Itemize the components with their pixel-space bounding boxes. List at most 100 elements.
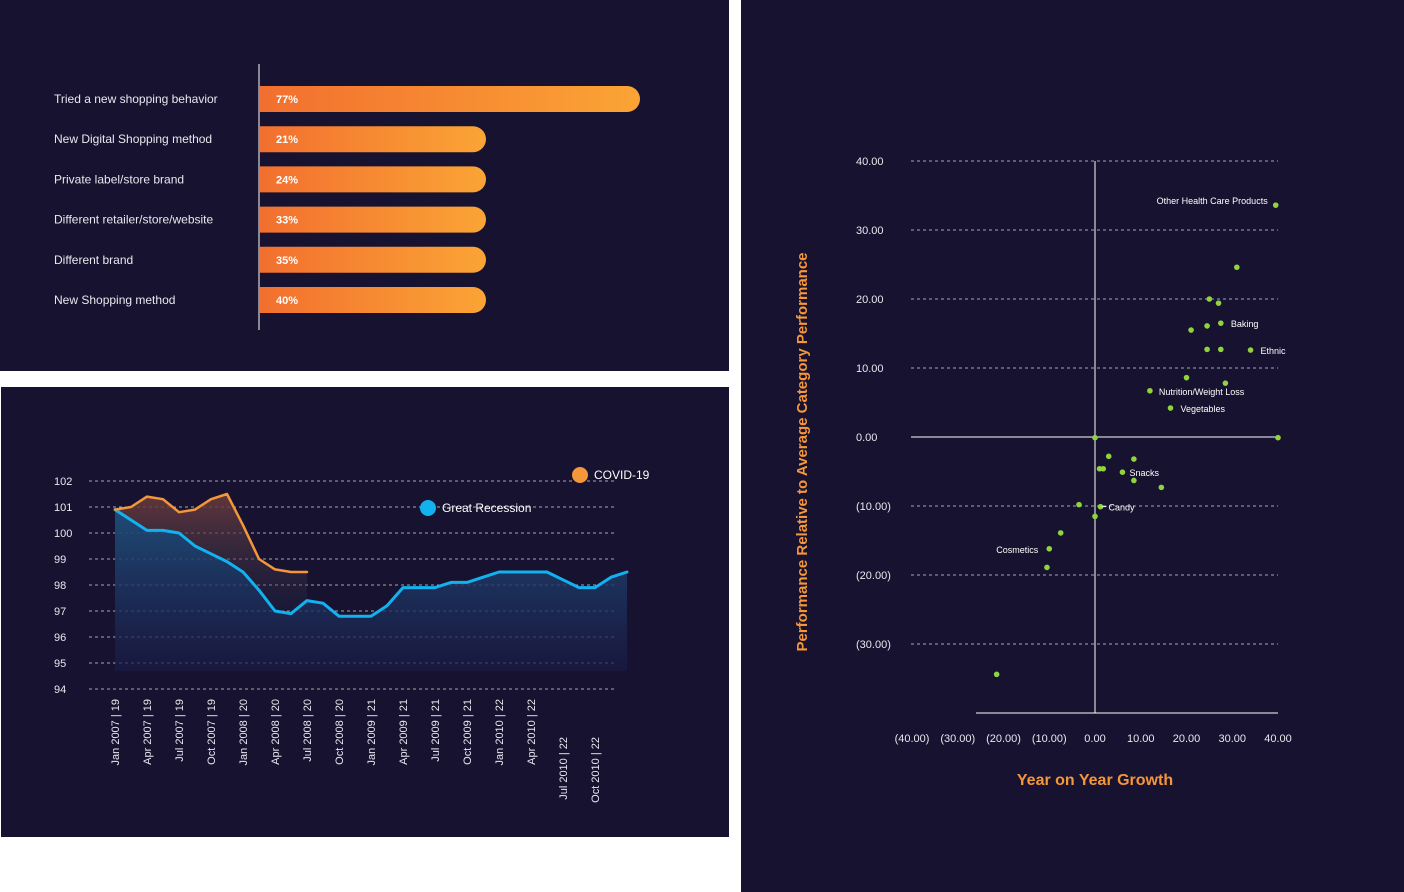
scatter-point-label: Baking xyxy=(1231,319,1259,329)
line-y-tick-label: 100 xyxy=(54,528,72,540)
line-x-tick-label: Apr 2007 | 19 xyxy=(142,699,154,765)
line-x-tick-label: Jul 2010 | 22 xyxy=(558,737,570,800)
bar-category-label: New Shopping method xyxy=(54,293,175,307)
bar-value-label: 77% xyxy=(276,94,298,106)
scatter-point-label: Cosmetics xyxy=(996,545,1039,555)
scatter-point xyxy=(1057,530,1064,536)
scatter-point xyxy=(1097,503,1104,510)
scatter-point-label: Vegetables xyxy=(1180,404,1225,414)
great-recession-area xyxy=(115,509,627,671)
line-x-tick-label: Apr 2010 | 22 xyxy=(526,699,538,765)
line-y-tick-label: 101 xyxy=(54,502,72,514)
line-x-tick-label: Apr 2008 | 20 xyxy=(270,699,282,765)
scatter-y-tick-label: 20.00 xyxy=(856,294,884,306)
scatter-x-tick-label: 0.00 xyxy=(1084,733,1105,745)
scatter-point xyxy=(1183,374,1190,381)
bar-value-label: 40% xyxy=(276,295,298,307)
line-y-tick-label: 96 xyxy=(54,632,66,644)
line-x-tick-label: Jan 2009 | 21 xyxy=(366,699,378,765)
scatter-point xyxy=(993,671,1000,678)
scatter-x-tick-label: (20.00) xyxy=(986,733,1021,745)
line-x-tick-label: Oct 2010 | 22 xyxy=(590,737,602,803)
bar-category-label: Different brand xyxy=(54,253,133,267)
line-y-tick-label: 94 xyxy=(54,684,66,696)
scatter-x-tick-label: (30.00) xyxy=(940,733,975,745)
scatter-point xyxy=(1131,456,1137,462)
great-recession-line xyxy=(113,508,629,618)
line-x-tick-label: Jan 2010 | 22 xyxy=(494,699,506,765)
bar-category-label: Different retailer/store/website xyxy=(54,213,214,227)
scatter-point xyxy=(1100,465,1107,472)
scatter-x-tick-label: (40.00) xyxy=(895,733,930,745)
scatter-point xyxy=(1204,323,1210,329)
bar xyxy=(259,166,487,193)
scatter-point xyxy=(1275,434,1281,441)
line-y-tick-label: 98 xyxy=(54,580,66,592)
scatter-x-tick-label: 20.00 xyxy=(1173,733,1201,745)
line-x-tick-label: Jul 2009 | 21 xyxy=(430,699,442,762)
scatter-point xyxy=(1076,501,1082,508)
line-chart-panel: 102 101 100 99 98 97 96 95 94 Jan 2007 | 19 Apr 20… xyxy=(1,387,729,837)
line-x-tick-label: Jan 2007 | 19 xyxy=(110,699,122,765)
scatter-x-axis-title: Year on Year Growth xyxy=(1017,772,1173,789)
scatter-point xyxy=(1218,320,1224,326)
line-y-tick-label: 99 xyxy=(54,554,66,566)
line-x-tick-label: Jul 2007 | 19 xyxy=(174,699,186,762)
line-y-tick-label: 97 xyxy=(54,606,66,618)
scatter-point-label: Candy xyxy=(1108,503,1135,513)
legend-label-covid: COVID-19 xyxy=(594,468,650,482)
scatter-point xyxy=(1092,513,1098,520)
bar xyxy=(259,86,640,112)
line-x-tick-label: Oct 2007 | 19 xyxy=(206,699,218,765)
scatter-y-tick-label: (10.00) xyxy=(856,501,891,513)
line-x-tick-label: Jan 2008 | 20 xyxy=(238,699,250,765)
bar-value-label: 33% xyxy=(276,215,298,227)
scatter-point xyxy=(1167,405,1174,411)
scatter-x-tick-label: 10.00 xyxy=(1127,733,1155,745)
scatter-point xyxy=(1119,469,1126,475)
bar xyxy=(259,246,486,273)
line-x-tick-label: Oct 2009 | 21 xyxy=(462,699,474,765)
scatter-point-label: Other Health Care Products xyxy=(1157,196,1269,206)
scatter-point xyxy=(1046,545,1053,552)
legend-marker-great-recession xyxy=(420,500,436,516)
line-x-tick-label: Jul 2008 | 20 xyxy=(302,699,314,762)
scatter-point xyxy=(1188,327,1194,333)
scatter-y-tick-label: 30.00 xyxy=(856,225,884,237)
scatter-point xyxy=(1044,564,1050,571)
line-chart: 102 101 100 99 98 97 96 95 94 Jan 2007 | 19 Apr 20… xyxy=(54,467,650,803)
scatter-chart: 40.00 30.00 20.00 10.00 0.00 (10.00) (20.00) (3… xyxy=(794,156,1292,789)
line-y-tick-label: 102 xyxy=(54,476,72,488)
line-y-tick-label: 95 xyxy=(54,658,66,670)
scatter-point-label: Snacks xyxy=(1129,468,1159,478)
scatter-point xyxy=(1272,202,1279,208)
scatter-point xyxy=(1158,484,1165,491)
bar xyxy=(259,126,487,153)
legend-marker-covid xyxy=(572,467,588,483)
line-x-tick-label: Oct 2008 | 20 xyxy=(334,699,346,765)
scatter-x-tick-label: (10.00) xyxy=(1032,733,1067,745)
scatter-point xyxy=(1215,300,1222,306)
scatter-point xyxy=(1206,296,1213,302)
scatter-point xyxy=(1222,380,1229,386)
scatter-point xyxy=(1092,434,1098,441)
bar-category-label: New Digital Shopping method xyxy=(54,132,212,146)
scatter-chart-panel: 40.00 30.00 20.00 10.00 0.00 (10.00) (20.00) (3… xyxy=(741,0,1404,892)
scatter-y-tick-label: 10.00 xyxy=(856,363,884,375)
bar-value-label: 35% xyxy=(276,255,298,267)
scatter-x-tick-label: 40.00 xyxy=(1264,733,1292,745)
bar-chart-panel: Tried a new shopping behavior 77% New Digi… xyxy=(0,0,729,371)
bar xyxy=(259,206,487,233)
scatter-point-label: Ethnic xyxy=(1261,346,1287,356)
scatter-point xyxy=(1105,453,1112,460)
scatter-point xyxy=(1234,264,1240,271)
scatter-point xyxy=(1131,477,1137,484)
scatter-y-tick-label: (20.00) xyxy=(856,570,891,582)
scatter-point xyxy=(1147,387,1153,394)
scatter-point-label: Nutrition/Weight Loss xyxy=(1159,387,1245,397)
scatter-point xyxy=(1218,346,1224,353)
scatter-point xyxy=(1247,347,1254,353)
bar-category-label: Private label/store brand xyxy=(54,172,184,186)
scatter-point xyxy=(1204,346,1210,353)
scatter-x-tick-label: 30.00 xyxy=(1218,733,1246,745)
